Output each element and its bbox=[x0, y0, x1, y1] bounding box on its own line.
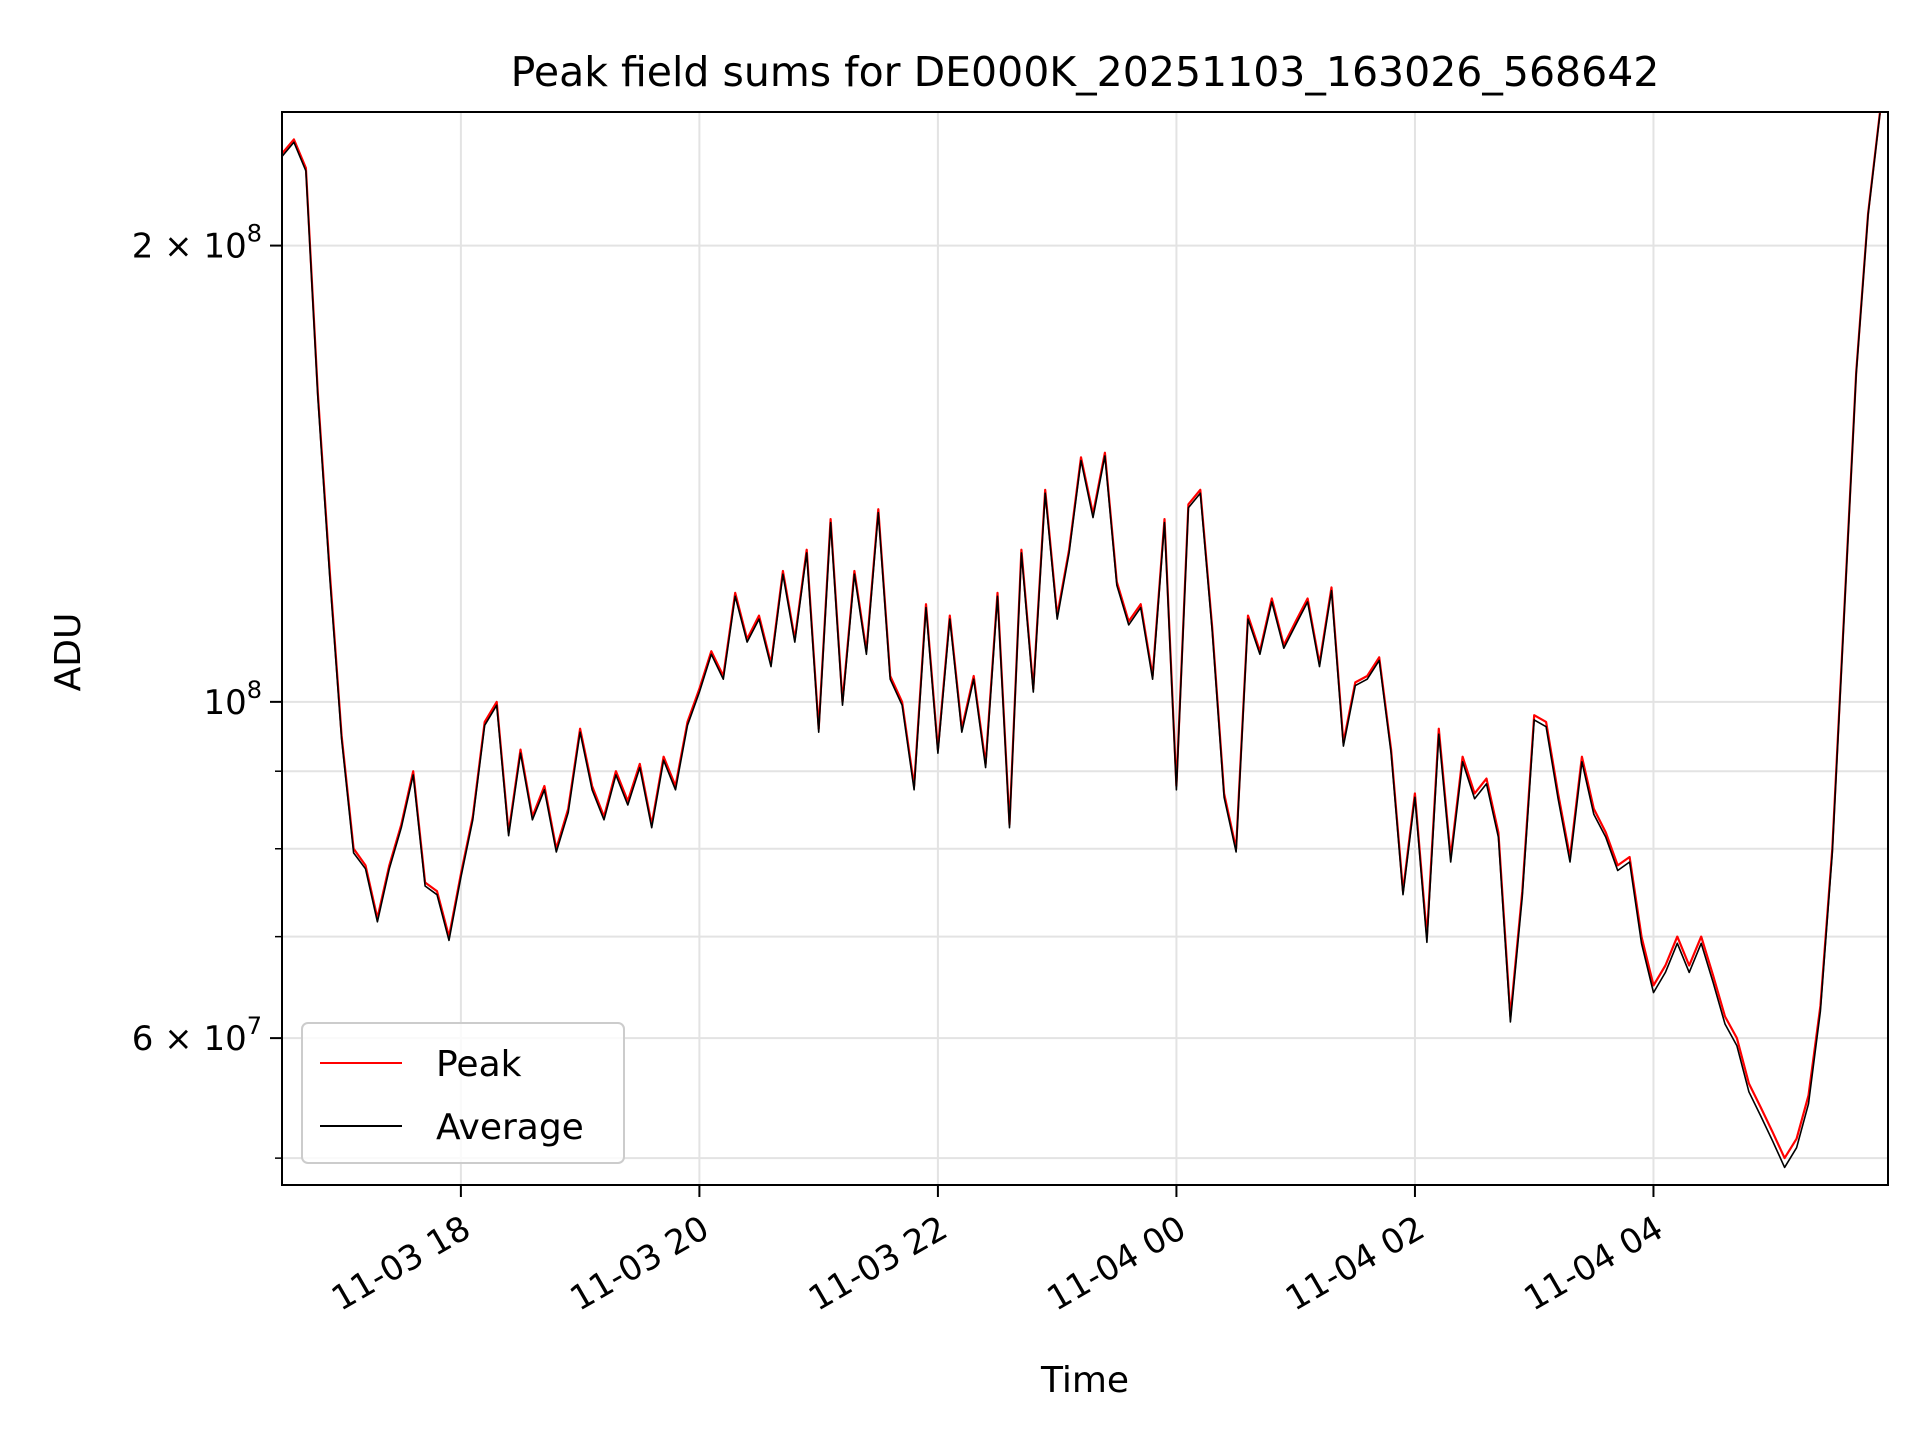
y-tick-exponent: 8 bbox=[247, 676, 262, 704]
y-tick-label: 6 × 107 bbox=[132, 1012, 262, 1059]
y-tick-label: 2 × 108 bbox=[132, 220, 262, 267]
y-tick-times: × bbox=[153, 1019, 203, 1059]
y-tick-label: 108 bbox=[203, 676, 262, 723]
plot-frame bbox=[281, 111, 1889, 1186]
legend-box bbox=[301, 1022, 625, 1164]
x-axis-label: Time bbox=[1040, 1360, 1129, 1401]
legend: Peak Average bbox=[301, 1022, 625, 1164]
y-tick-ten: 10 bbox=[203, 683, 246, 723]
y-tick-ten: 10 bbox=[203, 227, 246, 267]
y-tick-base: 6 bbox=[132, 1019, 154, 1059]
y-tick-times: × bbox=[153, 227, 203, 267]
y-tick-exponent: 7 bbox=[247, 1012, 262, 1040]
y-tick-exponent: 8 bbox=[247, 220, 262, 248]
legend-label-peak: Peak bbox=[436, 1044, 522, 1085]
series-line-average bbox=[282, 113, 1881, 1169]
chart-title: Peak field sums for DE000K_20251103_1630… bbox=[511, 48, 1660, 96]
legend-label-average: Average bbox=[436, 1107, 584, 1148]
series-layer bbox=[282, 112, 1882, 1169]
y-axis-label: ADU bbox=[48, 613, 89, 692]
grid bbox=[282, 112, 1888, 1185]
y-tick-base: 2 bbox=[132, 227, 154, 267]
y-tick-ten: 10 bbox=[203, 1019, 246, 1059]
